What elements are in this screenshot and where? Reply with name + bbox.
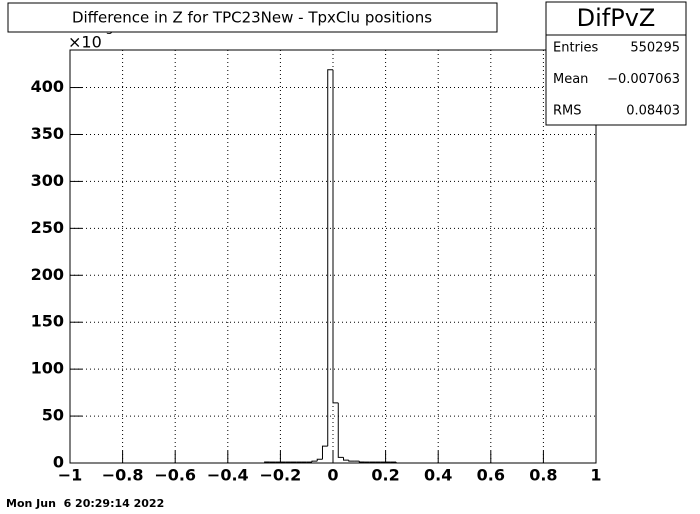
- title-box: [7, 2, 498, 33]
- y-tick-label: 250: [31, 218, 64, 237]
- histogram-bin: [316, 458, 323, 462]
- x-tick-label: −0.2: [260, 466, 302, 485]
- stats-label: RMS: [553, 104, 582, 119]
- stats-box: [545, 1, 687, 126]
- y-multiplier: ×10: [68, 33, 102, 52]
- y-tick-label: 300: [31, 171, 64, 190]
- y-tick-label: 400: [31, 77, 64, 96]
- x-tick-label: −0.6: [154, 466, 196, 485]
- x-tick-label: 0: [327, 466, 338, 485]
- histogram-bin: [264, 461, 270, 463]
- stats-value: −0.007063: [607, 72, 680, 87]
- y-tick-label: 350: [31, 124, 64, 143]
- chart-title: Difference in Z for TPC23New - TpxClu po…: [72, 9, 432, 27]
- stats-label: Mean: [553, 72, 588, 87]
- histogram-bin: [343, 457, 349, 461]
- histogram-bin: [358, 461, 365, 463]
- x-tick-label: −1: [58, 466, 83, 485]
- stats-label: Entries: [553, 41, 599, 56]
- x-tick-label: 0.8: [529, 466, 557, 485]
- histogram-bin: [348, 460, 355, 462]
- x-tick-label: 0.2: [371, 466, 399, 485]
- histogram-bin: [311, 460, 318, 463]
- y-tick-label: 200: [31, 265, 64, 284]
- histogram-bin: [395, 462, 402, 464]
- y-tick-label: 100: [31, 359, 64, 378]
- stats-title: DifPvZ: [577, 4, 656, 32]
- histogram-bin: [327, 69, 333, 447]
- x-tick-label: 0.6: [477, 466, 505, 485]
- y-tick-label: 50: [42, 406, 64, 425]
- x-tick-label: 0.4: [424, 466, 452, 485]
- stats-value: 550295: [630, 41, 680, 56]
- stats-value: 0.08403: [626, 104, 680, 119]
- x-tick-label: −0.4: [207, 466, 249, 485]
- x-tick-label: 1: [590, 466, 601, 485]
- y-tick-label: 0: [53, 453, 64, 472]
- x-tick-label: −0.8: [102, 466, 144, 485]
- histogram-bin: [337, 402, 344, 458]
- histogram-bin: [321, 445, 328, 460]
- y-tick-label: 150: [31, 312, 64, 331]
- timestamp: Mon Jun 6 20:29:14 2022: [6, 497, 164, 510]
- histogram-bin: [332, 69, 339, 404]
